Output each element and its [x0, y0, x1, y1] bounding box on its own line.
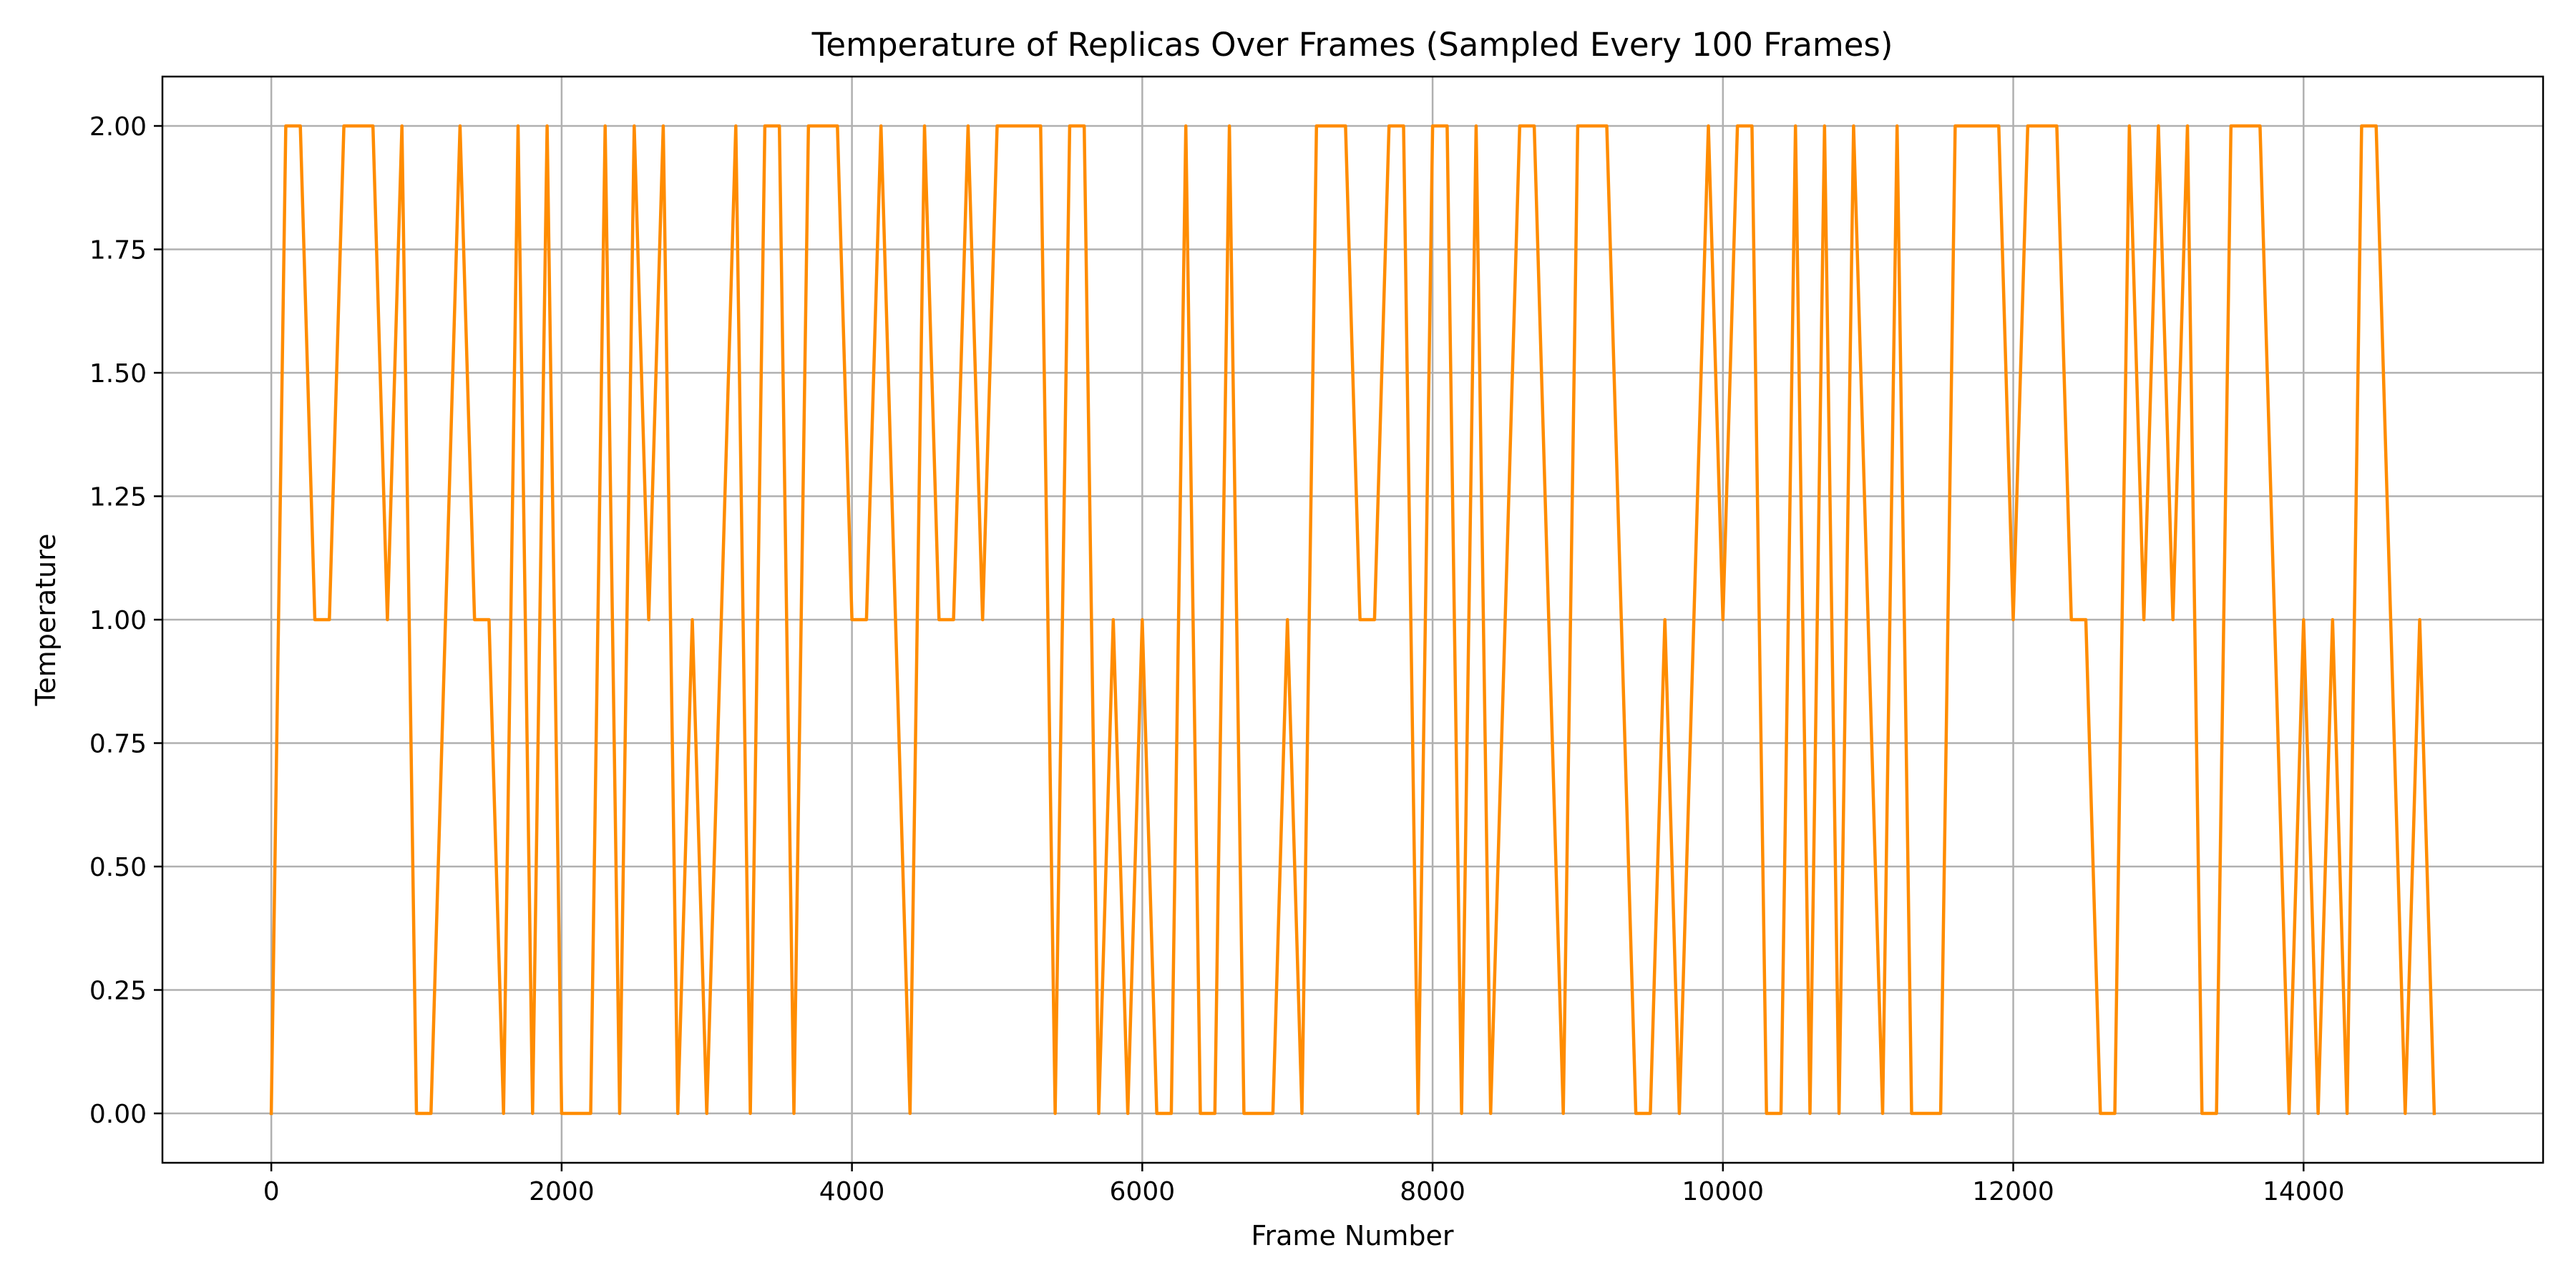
x-tick-label: 2000	[529, 1177, 595, 1206]
x-tick-label: 14000	[2263, 1177, 2345, 1206]
y-tick-label: 1.25	[89, 483, 147, 512]
y-tick-label: 0.00	[89, 1100, 147, 1129]
y-tick-label: 2.00	[89, 112, 147, 142]
x-tick-label: 10000	[1682, 1177, 1765, 1206]
x-tick-label: 4000	[819, 1177, 885, 1206]
y-tick-label: 1.50	[89, 359, 147, 389]
x-tick-label: 6000	[1110, 1177, 1176, 1206]
y-tick-label: 0.25	[89, 977, 147, 1006]
y-tick-label: 0.50	[89, 853, 147, 882]
x-axis-label: Frame Number	[1251, 1220, 1454, 1252]
y-tick-label: 1.00	[89, 606, 147, 635]
x-tick-label: 0	[263, 1177, 280, 1206]
temperature-series-line	[269, 124, 2436, 1116]
y-tick-label: 0.75	[89, 730, 147, 759]
y-axis-label: Temperature	[30, 534, 62, 707]
x-tick-label: 12000	[1972, 1177, 2054, 1206]
x-tick-label: 8000	[1400, 1177, 1465, 1206]
y-tick-label: 1.75	[89, 236, 147, 265]
chart-title: Temperature of Replicas Over Frames (Sam…	[811, 26, 1893, 64]
